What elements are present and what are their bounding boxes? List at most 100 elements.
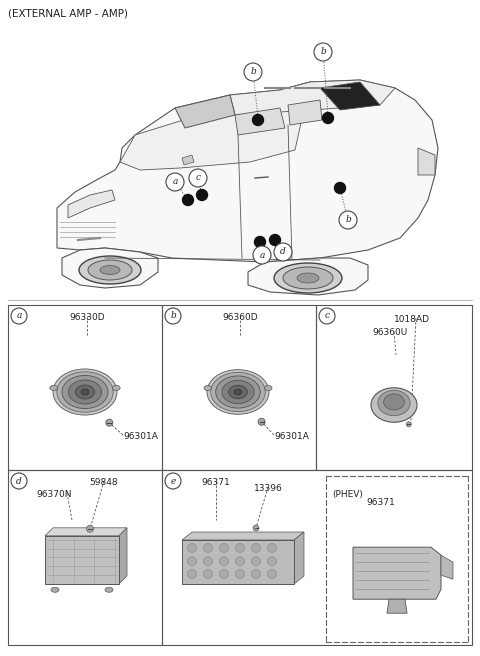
Polygon shape bbox=[418, 148, 435, 175]
Text: 96360D: 96360D bbox=[222, 313, 258, 322]
Polygon shape bbox=[182, 540, 294, 584]
Ellipse shape bbox=[228, 385, 247, 399]
Ellipse shape bbox=[100, 266, 120, 274]
Circle shape bbox=[196, 190, 207, 201]
Polygon shape bbox=[387, 599, 407, 613]
Ellipse shape bbox=[62, 375, 108, 409]
Text: 96360U: 96360U bbox=[372, 328, 408, 337]
Text: 96371: 96371 bbox=[202, 478, 230, 487]
Circle shape bbox=[11, 308, 27, 324]
Polygon shape bbox=[353, 547, 441, 599]
Ellipse shape bbox=[88, 260, 132, 280]
Ellipse shape bbox=[51, 587, 59, 592]
Polygon shape bbox=[57, 80, 438, 262]
Circle shape bbox=[86, 525, 94, 532]
Ellipse shape bbox=[216, 376, 260, 408]
Ellipse shape bbox=[371, 388, 417, 422]
Ellipse shape bbox=[79, 256, 141, 284]
Text: 96301A: 96301A bbox=[123, 432, 158, 441]
Text: a: a bbox=[16, 312, 22, 321]
Polygon shape bbox=[62, 248, 158, 288]
Circle shape bbox=[204, 544, 213, 552]
Ellipse shape bbox=[384, 394, 404, 410]
Text: 96301A: 96301A bbox=[274, 432, 309, 441]
Circle shape bbox=[258, 419, 265, 425]
Ellipse shape bbox=[81, 389, 89, 395]
Polygon shape bbox=[294, 532, 304, 584]
Circle shape bbox=[188, 569, 196, 579]
Circle shape bbox=[252, 544, 261, 552]
Polygon shape bbox=[120, 82, 310, 170]
Text: b: b bbox=[250, 68, 256, 77]
Circle shape bbox=[269, 234, 280, 245]
Circle shape bbox=[106, 419, 113, 426]
Circle shape bbox=[267, 544, 276, 552]
Text: c: c bbox=[195, 173, 201, 182]
Polygon shape bbox=[182, 155, 194, 165]
Ellipse shape bbox=[378, 390, 410, 416]
Polygon shape bbox=[45, 536, 119, 584]
Circle shape bbox=[165, 308, 181, 324]
Text: 96330D: 96330D bbox=[69, 313, 105, 322]
Ellipse shape bbox=[264, 386, 272, 390]
Circle shape bbox=[339, 211, 357, 229]
Text: b: b bbox=[320, 47, 326, 56]
Circle shape bbox=[319, 308, 335, 324]
Ellipse shape bbox=[234, 389, 242, 395]
Circle shape bbox=[11, 473, 27, 489]
Polygon shape bbox=[45, 528, 127, 536]
Text: d: d bbox=[280, 247, 286, 256]
Bar bbox=[8, 305, 162, 470]
Ellipse shape bbox=[283, 267, 333, 289]
Ellipse shape bbox=[297, 273, 319, 283]
Ellipse shape bbox=[211, 373, 265, 412]
Ellipse shape bbox=[274, 263, 342, 293]
Text: 13396: 13396 bbox=[253, 484, 282, 493]
Circle shape bbox=[406, 422, 411, 427]
Bar bbox=[162, 305, 316, 470]
Circle shape bbox=[204, 569, 213, 579]
Polygon shape bbox=[182, 532, 304, 540]
Text: 1018AD: 1018AD bbox=[394, 315, 430, 324]
Ellipse shape bbox=[207, 370, 269, 415]
Polygon shape bbox=[68, 190, 115, 218]
Circle shape bbox=[165, 473, 181, 489]
Ellipse shape bbox=[105, 587, 113, 592]
Circle shape bbox=[252, 556, 261, 565]
Circle shape bbox=[253, 525, 259, 531]
Circle shape bbox=[236, 569, 244, 579]
Ellipse shape bbox=[112, 385, 120, 390]
Circle shape bbox=[166, 173, 184, 191]
Ellipse shape bbox=[68, 380, 102, 404]
Polygon shape bbox=[175, 95, 235, 128]
Circle shape bbox=[182, 194, 193, 205]
Polygon shape bbox=[288, 100, 322, 125]
Ellipse shape bbox=[53, 369, 117, 415]
Text: a: a bbox=[172, 178, 178, 186]
Bar bbox=[8, 470, 162, 645]
Circle shape bbox=[188, 544, 196, 552]
Circle shape bbox=[314, 43, 332, 61]
Text: c: c bbox=[324, 312, 329, 321]
Ellipse shape bbox=[75, 385, 95, 399]
Ellipse shape bbox=[50, 385, 58, 390]
Polygon shape bbox=[441, 555, 453, 579]
Polygon shape bbox=[235, 108, 285, 135]
Circle shape bbox=[252, 115, 264, 125]
Ellipse shape bbox=[222, 380, 254, 403]
Text: b: b bbox=[345, 216, 351, 224]
Circle shape bbox=[267, 556, 276, 565]
Text: e: e bbox=[170, 476, 176, 485]
Text: 96370N: 96370N bbox=[36, 490, 72, 499]
Text: (EXTERNAL AMP - AMP): (EXTERNAL AMP - AMP) bbox=[8, 8, 128, 18]
Circle shape bbox=[253, 246, 271, 264]
Text: 96371: 96371 bbox=[367, 498, 396, 507]
Circle shape bbox=[323, 112, 334, 123]
Circle shape bbox=[267, 569, 276, 579]
Bar bbox=[162, 470, 472, 645]
Circle shape bbox=[254, 237, 265, 247]
Polygon shape bbox=[248, 258, 368, 295]
Ellipse shape bbox=[57, 372, 113, 412]
Circle shape bbox=[252, 569, 261, 579]
Circle shape bbox=[236, 544, 244, 552]
